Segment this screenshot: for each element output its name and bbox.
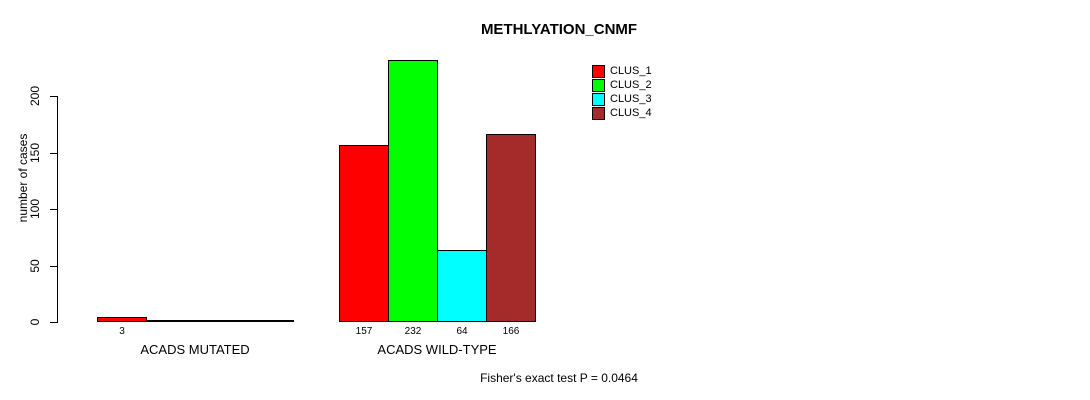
y-axis-tick (50, 96, 58, 97)
bar-clus_3-acads-mutated (195, 320, 245, 322)
fisher-test-annotation: Fisher's exact test P = 0.0464 (480, 371, 638, 385)
bar-clus_2-acads-mutated (146, 320, 196, 322)
bar-clus_4-acads-wild-type (486, 134, 536, 322)
y-tick-label: 50 (28, 259, 42, 273)
y-tick-label: 100 (28, 198, 42, 220)
bar-value-label: 166 (502, 326, 520, 337)
x-group-label: ACADS WILD-TYPE (377, 342, 497, 357)
legend-swatch-clus_4 (592, 106, 605, 120)
legend-item: CLUS_1 (592, 64, 652, 78)
chart-title: METHLYATION_CNMF (480, 21, 638, 38)
legend-swatch-clus_1 (592, 64, 605, 78)
bar-value-label: 64 (456, 326, 468, 337)
legend-item: CLUS_3 (592, 92, 652, 106)
legend-label: CLUS_4 (610, 107, 652, 119)
bar-value-label: 157 (355, 326, 373, 337)
legend-label: CLUS_2 (610, 79, 652, 91)
y-tick-label: 150 (28, 142, 42, 164)
bar-value-label: 3 (119, 326, 125, 337)
legend-item: CLUS_2 (592, 78, 652, 92)
bar-value-label: 232 (404, 326, 422, 337)
y-axis-tick (50, 322, 58, 323)
y-axis-tick (50, 153, 58, 154)
legend-swatch-clus_3 (592, 92, 605, 106)
y-axis-tick (50, 266, 58, 267)
y-tick-label: 200 (28, 85, 42, 107)
legend-item: CLUS_4 (592, 106, 652, 120)
bar-clus_4-acads-mutated (244, 320, 294, 322)
y-axis-tick (50, 209, 58, 210)
legend-label: CLUS_3 (610, 93, 652, 105)
bar-clus_1-acads-wild-type (339, 145, 389, 322)
legend-label: CLUS_1 (610, 65, 652, 77)
y-tick-label: 0 (28, 318, 42, 326)
x-group-label: ACADS MUTATED (140, 342, 250, 357)
legend: CLUS_1 CLUS_2 CLUS_3 CLUS_4 (592, 64, 652, 120)
bar-clus_1-acads-mutated (97, 317, 147, 322)
bar-clus_3-acads-wild-type (437, 250, 487, 322)
bar-clus_2-acads-wild-type (388, 60, 438, 322)
legend-swatch-clus_2 (592, 78, 605, 92)
